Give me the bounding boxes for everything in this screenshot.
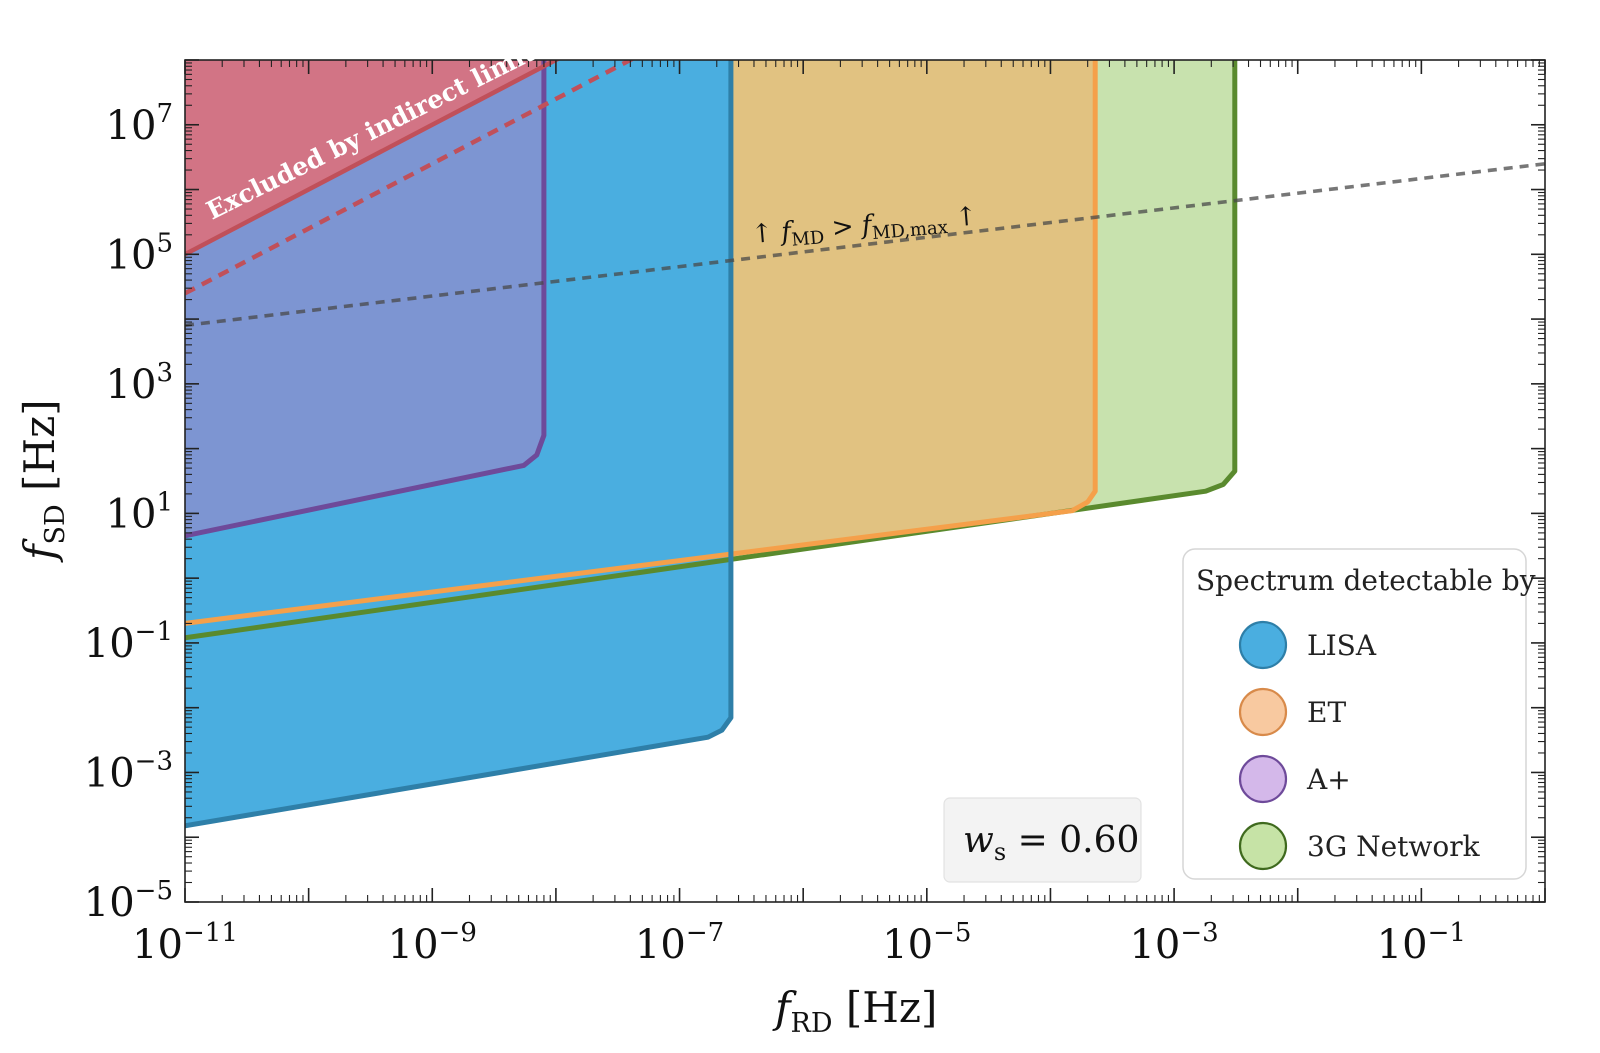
y-tick-label: 107	[106, 99, 173, 149]
region-fills	[185, 60, 1235, 826]
y-tick-label: 10−1	[84, 617, 173, 667]
legend-label-3g-network: 3G Network	[1307, 830, 1481, 863]
x-tick-label: 10−9	[388, 918, 477, 968]
x-tick-label: 10−3	[1129, 918, 1218, 968]
legend-swatch-et	[1238, 687, 1288, 737]
axis-tick-labels: 10−11 10−9 10−7 10−5 10−3 10−1 10−5 10−3 10−1 101…	[84, 99, 1466, 968]
y-tick-label: 103	[106, 358, 173, 408]
legend-swatch-a-	[1238, 754, 1288, 804]
region-aplus-edge	[185, 60, 547, 539]
y-tick-label: 105	[106, 228, 173, 278]
x-tick-label: 10−11	[132, 918, 238, 968]
param-box-bg	[943, 797, 1142, 883]
y-tick-label: 10−3	[84, 746, 173, 796]
fmd-max-line	[185, 162, 1545, 328]
x-tick-label: 10−1	[1377, 918, 1466, 968]
reference-lines	[185, 60, 1545, 328]
legend-swatch-lisa	[1238, 620, 1288, 670]
legend-label-a-: A+	[1306, 763, 1351, 796]
indirect-limit-dashed-line	[185, 60, 636, 296]
region-lisa-edge	[185, 60, 734, 829]
region-edges	[185, 60, 1238, 829]
y-tick-label: 10−5	[84, 876, 173, 926]
legend-label-lisa: LISA	[1307, 629, 1377, 662]
legend-title: Spectrum detectable by	[1196, 564, 1536, 597]
legend: Spectrum detectable by LISA ET A+ 3G Networ…	[1182, 548, 1536, 880]
legend-label-et: ET	[1307, 696, 1346, 729]
axis-ticks	[184, 59, 1546, 903]
region-3g-edge	[185, 60, 1238, 641]
legend-swatch-3g-network	[1238, 821, 1288, 871]
y-tick-label: 101	[106, 487, 173, 537]
plot-frame	[184, 59, 1546, 903]
param-box: ws = 0.60	[943, 797, 1142, 883]
y-axis-title: fSD [Hz]	[15, 399, 71, 563]
x-tick-label: 10−7	[635, 918, 724, 968]
x-axis-title: fRD [Hz]	[772, 983, 937, 1039]
legend-entries: LISA ET A+ 3G Network	[1238, 620, 1481, 871]
x-tick-label: 10−5	[882, 918, 971, 968]
indirect-limit-line	[185, 60, 561, 257]
region-et-edge	[185, 60, 1098, 626]
param-box-text: ws = 0.60	[963, 820, 1139, 866]
